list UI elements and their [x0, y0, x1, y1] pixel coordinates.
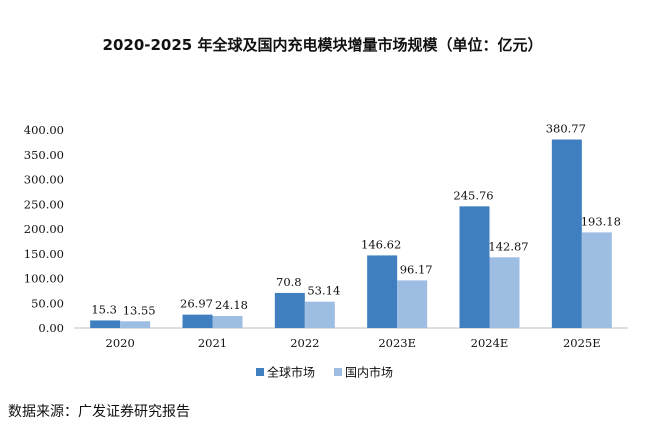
data-label: 13.55: [123, 303, 156, 317]
y-tick-label: 200.00: [24, 222, 64, 236]
bar: [397, 280, 428, 328]
legend: 全球市场 国内市场: [256, 365, 393, 380]
data-label: 245.76: [453, 188, 493, 202]
data-label: 70.8: [276, 275, 302, 289]
y-axis: 0.00 50.00 100.00 150.00 200.00 250.00 300.00 3…: [24, 123, 64, 335]
y-tick-label: 150.00: [24, 247, 64, 261]
data-label: 193.18: [581, 214, 621, 228]
x-tick-label: 2022: [290, 336, 319, 350]
bar: [581, 232, 612, 328]
legend-label: 全球市场: [267, 365, 315, 380]
bar: [212, 316, 243, 328]
bars: 15.3 13.55 26.97 24.18 70.8 53.14 146.62 96.17 2…: [90, 122, 621, 328]
x-tick-label: 2023E: [378, 336, 416, 350]
data-label: 380.77: [546, 122, 586, 136]
data-label: 24.18: [215, 298, 248, 312]
bar: [551, 139, 582, 328]
x-tick-label: 2021: [198, 336, 227, 350]
y-tick-label: 350.00: [24, 148, 64, 162]
data-label: 96.17: [400, 262, 433, 276]
chart-title: 2020-2025 年全球及国内充电模块增量市场规模（单位：亿元）: [102, 36, 543, 54]
y-tick-label: 400.00: [24, 123, 64, 137]
bar: [489, 257, 520, 328]
y-tick-label: 100.00: [24, 272, 64, 286]
bar: [367, 255, 398, 328]
legend-swatch: [334, 368, 342, 376]
bar: [274, 292, 305, 328]
bar: [459, 206, 490, 328]
data-label: 146.62: [361, 237, 401, 251]
x-tick-label: 2024E: [471, 336, 509, 350]
y-tick-label: 0.00: [38, 321, 64, 335]
bar: [90, 320, 121, 328]
y-tick-label: 250.00: [24, 197, 64, 211]
data-label: 15.3: [91, 302, 117, 316]
data-label: 53.14: [307, 284, 340, 298]
data-label: 26.97: [180, 297, 213, 311]
data-label: 142.87: [488, 239, 528, 253]
bar: [304, 301, 335, 328]
source-note: 数据来源：广发证券研究报告: [8, 404, 190, 420]
y-tick-label: 50.00: [31, 296, 64, 310]
x-tick-label: 2020: [106, 336, 135, 350]
legend-label: 国内市场: [345, 365, 393, 380]
x-tick-label: 2025E: [563, 336, 601, 350]
legend-swatch: [256, 368, 264, 376]
x-axis: 2020 2021 2022 2023E 2024E 2025E: [74, 327, 628, 350]
bar: [120, 321, 151, 328]
y-tick-label: 300.00: [24, 173, 64, 187]
bar: [182, 314, 213, 328]
